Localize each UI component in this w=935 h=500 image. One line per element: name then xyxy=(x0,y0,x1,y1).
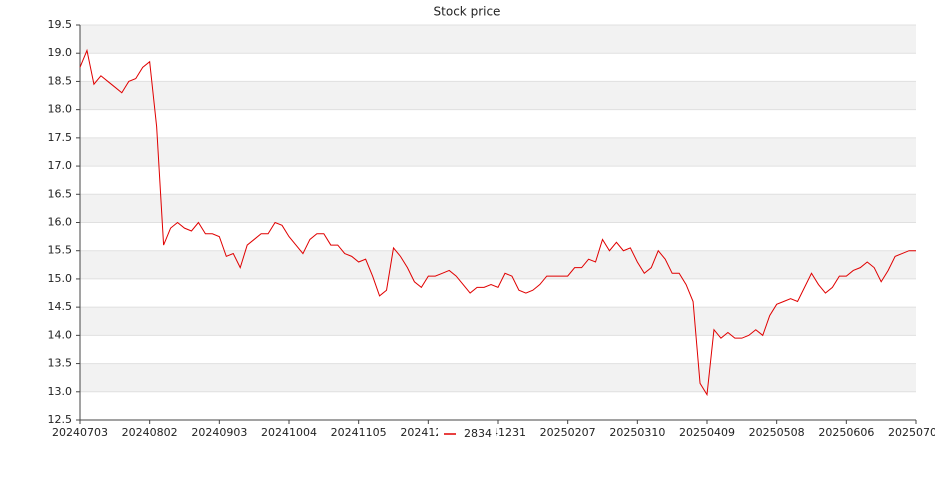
y-tick-label: 18.5 xyxy=(48,74,73,87)
y-tick-label: 15.0 xyxy=(48,272,73,285)
grid-band xyxy=(80,137,916,167)
legend-label: 2834 xyxy=(464,427,492,440)
x-tick-label: 20240802 xyxy=(122,426,178,439)
x-tick-label: 20241004 xyxy=(261,426,317,439)
x-tick-label: 20250606 xyxy=(818,426,874,439)
grid-band xyxy=(80,194,916,223)
y-tick-label: 14.5 xyxy=(48,300,73,313)
x-tick-label: 20250508 xyxy=(749,426,805,439)
y-tick-label: 17.5 xyxy=(48,131,73,144)
y-tick-label: 12.5 xyxy=(48,413,73,426)
grid-band xyxy=(80,25,916,54)
legend-box xyxy=(438,425,496,443)
grid-band xyxy=(80,307,916,336)
grid-band xyxy=(80,250,916,279)
x-tick-label: 20240903 xyxy=(191,426,247,439)
y-tick-label: 14.0 xyxy=(48,328,73,341)
x-tick-label: 20241105 xyxy=(331,426,387,439)
grid-band xyxy=(80,81,916,110)
y-tick-label: 16.0 xyxy=(48,216,73,229)
y-tick-label: 13.0 xyxy=(48,385,73,398)
y-tick-label: 18.0 xyxy=(48,103,73,116)
y-tick-label: 16.5 xyxy=(48,187,73,200)
line-series xyxy=(79,48,916,397)
x-tick-label: 20250409 xyxy=(679,426,735,439)
y-tick-label: 19.5 xyxy=(48,18,73,31)
y-tick-label: 19.0 xyxy=(48,46,73,59)
x-tick-label: 20250207 xyxy=(540,426,596,439)
x-tick-label: 20250310 xyxy=(609,426,665,439)
y-tick-label: 17.0 xyxy=(48,159,73,172)
y-tick-label: 15.5 xyxy=(48,244,73,257)
chart-title: Stock price xyxy=(434,5,501,19)
y-tick-label: 13.5 xyxy=(48,357,73,370)
legend: 2834 xyxy=(438,425,496,443)
x-tick-label: 20240703 xyxy=(52,426,108,439)
grid-band xyxy=(80,363,916,392)
x-tick-label: 20250704 xyxy=(888,426,935,439)
